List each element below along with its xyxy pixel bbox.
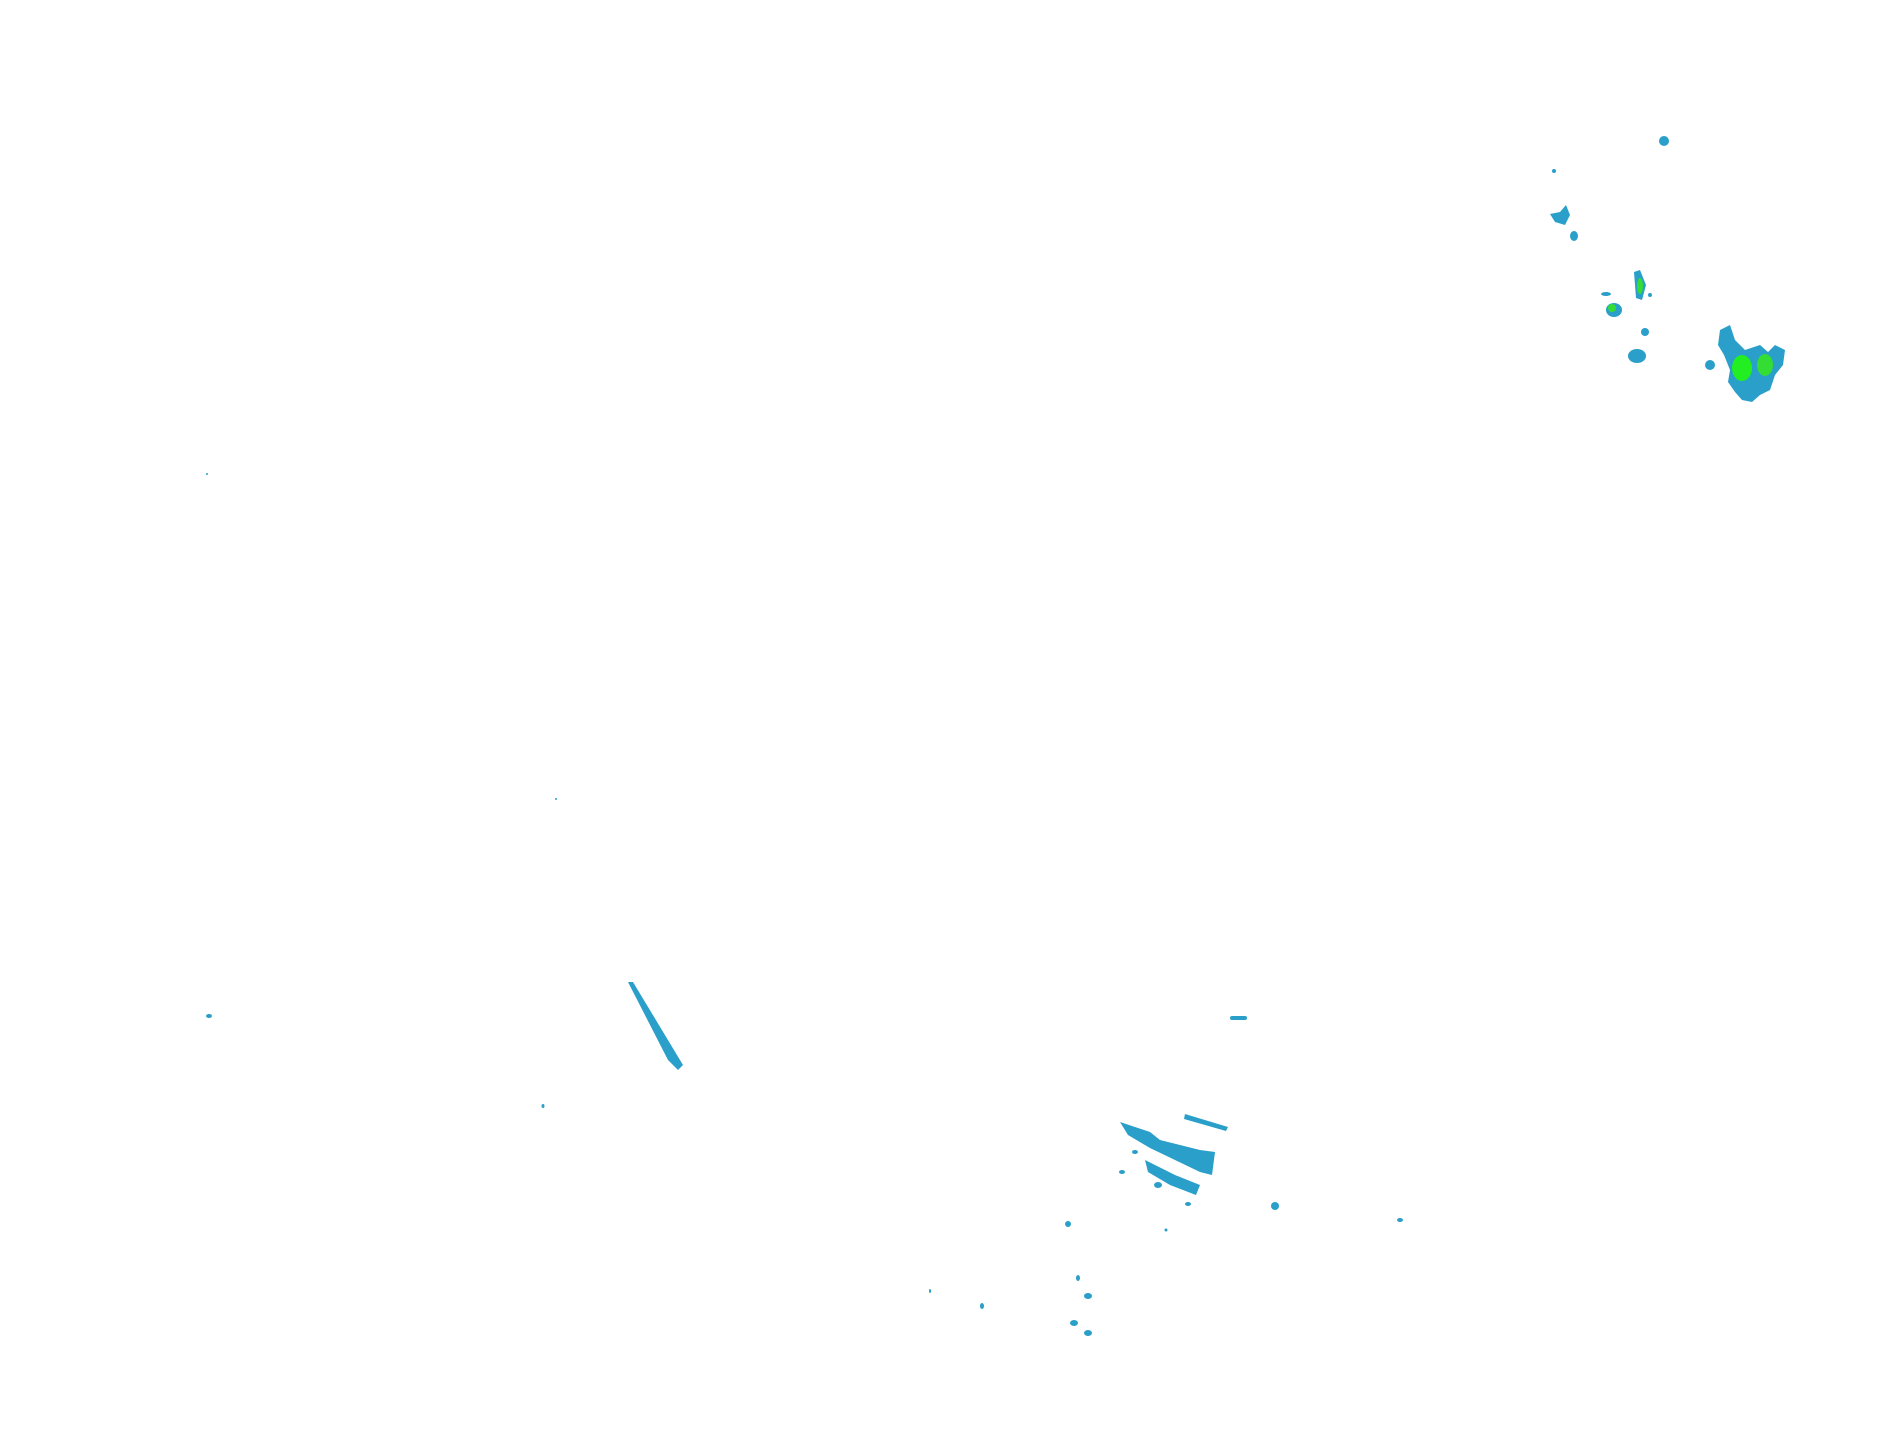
echo <box>1659 136 1669 146</box>
echo <box>929 1289 931 1293</box>
echo <box>1154 1182 1162 1188</box>
echo-cluster-southwest <box>206 473 683 1108</box>
echo-core <box>1757 354 1773 376</box>
echo-streak <box>628 982 683 1070</box>
echo-core <box>1637 278 1643 294</box>
echo <box>1119 1170 1125 1174</box>
echo <box>1550 205 1570 225</box>
echo <box>1570 231 1578 241</box>
echo <box>1628 349 1646 363</box>
echo-cluster-south <box>929 1016 1403 1336</box>
echo <box>555 798 557 800</box>
echo-band <box>1184 1114 1228 1131</box>
echo <box>206 473 208 475</box>
echo-band <box>1145 1160 1200 1195</box>
echo <box>1648 293 1652 297</box>
echo <box>1705 360 1715 370</box>
echo <box>541 1104 545 1108</box>
echo <box>1185 1202 1191 1206</box>
echo <box>1070 1320 1078 1326</box>
echo <box>1084 1293 1092 1299</box>
echo-band <box>1120 1122 1215 1175</box>
echo <box>1397 1218 1403 1222</box>
echo <box>1601 292 1611 296</box>
echo <box>980 1303 984 1309</box>
echo <box>1641 328 1649 336</box>
echo <box>206 1014 212 1018</box>
echo <box>1552 169 1556 173</box>
echo <box>1132 1150 1138 1154</box>
echo <box>1271 1202 1279 1210</box>
echo <box>1065 1221 1071 1227</box>
echo <box>1230 1016 1247 1020</box>
echo-core <box>1732 355 1752 381</box>
echo-cluster-northeast <box>1550 136 1785 402</box>
echo <box>1164 1228 1168 1232</box>
echo <box>1084 1330 1092 1336</box>
echo <box>1718 325 1785 402</box>
echo <box>1076 1275 1080 1281</box>
echo-core <box>1608 304 1616 312</box>
